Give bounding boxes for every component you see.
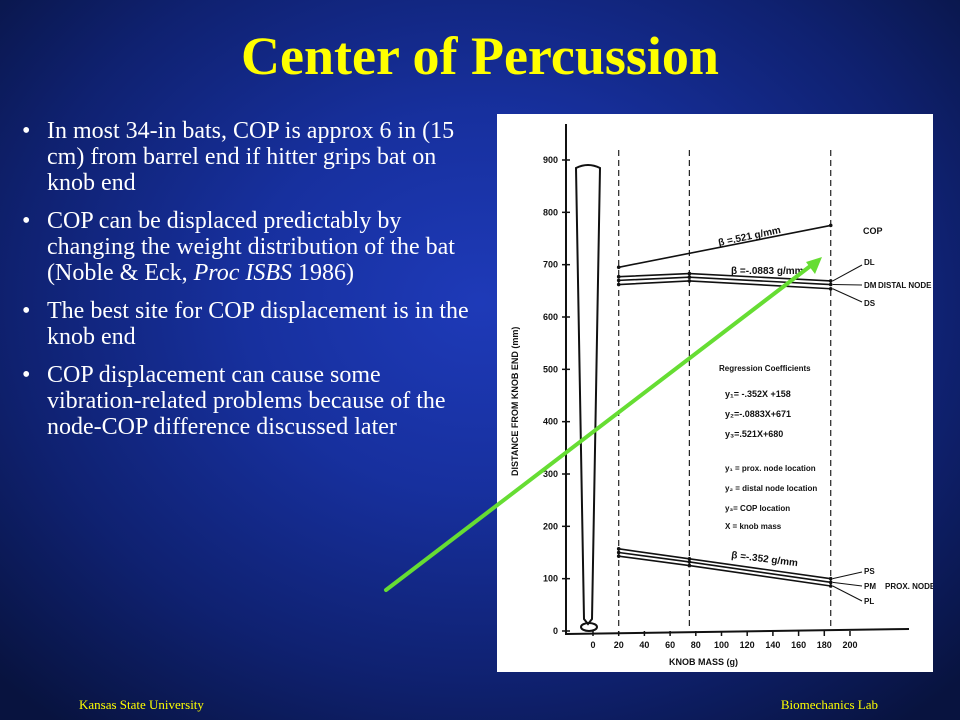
data-point-dm	[687, 275, 692, 280]
y-tick-label: 100	[543, 574, 558, 584]
series-label-dl: DL	[864, 258, 875, 267]
x-tick-label: 180	[817, 640, 832, 650]
x-tick-label: 80	[691, 640, 701, 650]
y-axis-label: DISTANCE FROM KNOB END (mm)	[510, 327, 520, 476]
bullet-list: • In most 34-in bats, COP is approx 6 in …	[0, 118, 475, 452]
bullet-text: COP can be displaced predictably by chan…	[47, 208, 455, 286]
annotation-group: DISTANCE FROM KNOB END (mm) KNOB MASS (g…	[510, 225, 936, 667]
data-point-ps	[616, 547, 621, 551]
x-tick-label: 160	[791, 640, 806, 650]
y-tick-label: 600	[543, 312, 558, 322]
bullet-text: COP displacement can cause some vibratio…	[47, 362, 446, 440]
data-point-pl	[828, 584, 833, 588]
bat-silhouette-icon	[574, 164, 602, 626]
equation-1: y₁= -.352X +158	[725, 389, 791, 399]
definition-4: X = knob mass	[725, 522, 782, 531]
data-point-pl	[687, 563, 692, 568]
bullet-text: The best site for COP displacement is in…	[47, 298, 469, 350]
chart-svg: 0 100 200 300 400 500 600 700 800 900 0 20 40 60 80 100…	[510, 124, 936, 667]
bat-knob-icon	[580, 622, 598, 632]
regression-title: Regression Coefficients	[719, 364, 811, 373]
leader-line	[832, 288, 863, 303]
equation-2: y₂=-.0883X+671	[725, 409, 791, 419]
bullet-dot-icon: •	[22, 362, 31, 388]
definition-3: y₃= COP location	[725, 504, 790, 513]
bullet-item: • In most 34-in bats, COP is approx 6 in …	[0, 118, 475, 196]
series-line-ds	[618, 280, 831, 290]
data-point-pl	[616, 554, 621, 558]
x-axis-line	[565, 628, 910, 635]
data-point-pm	[687, 560, 692, 564]
data-point-ds	[616, 282, 621, 287]
x-tick-label: 100	[714, 640, 729, 650]
data-point-ps	[687, 556, 692, 561]
y-tick-label: 0	[553, 626, 558, 636]
series-label-pl: PL	[864, 597, 874, 606]
citation-journal: Proc ISBS	[193, 260, 293, 286]
series-line-ps	[618, 548, 831, 580]
x-axis-label: KNOB MASS (g)	[669, 657, 738, 667]
series-label-pm: PM	[864, 582, 876, 591]
y-tick-label: 300	[543, 469, 558, 479]
y-tick-label: 500	[543, 364, 558, 374]
series-line-pl	[618, 555, 831, 587]
footer-right: Biomechanics Lab	[780, 697, 878, 712]
data-point-dm	[616, 278, 621, 283]
y-tick-label: 400	[543, 417, 558, 427]
cop-slope-label: β =.521 g/mm	[717, 225, 782, 249]
equation-3: y₃=.521X+680	[725, 429, 783, 439]
data-point-cop	[616, 265, 621, 270]
bullet-dot-icon: •	[22, 298, 31, 324]
bullet-item: • COP can be displaced predictably by cha…	[0, 208, 475, 286]
leader-line	[832, 585, 863, 602]
x-tick-label: 40	[639, 640, 649, 650]
x-tick-label: 0	[590, 640, 595, 650]
definition-2: y₂ = distal node location	[725, 484, 817, 493]
leader-line	[832, 264, 863, 282]
bullet-text: In most 34-in bats, COP is approx 6 in (…	[47, 118, 455, 196]
bullet-text-end: 1986)	[292, 260, 355, 286]
series-line-cop	[618, 224, 831, 269]
x-tick-label: 140	[765, 640, 780, 650]
data-point-pm	[828, 580, 833, 585]
prox-node-label: PROX. NODE	[885, 582, 933, 591]
series-label-dm: DM	[864, 281, 877, 290]
y-tick-label: 700	[543, 260, 558, 270]
data-point-dm	[828, 282, 833, 287]
leader-line	[832, 581, 863, 587]
chart-figure: 0 100 200 300 400 500 600 700 800 900 0 20 40 60 80 100…	[497, 114, 936, 672]
data-point-ps	[828, 576, 833, 581]
footer-left: Kansas State University	[79, 697, 204, 712]
x-tick-label: 60	[665, 640, 675, 650]
data-point-pm	[616, 550, 621, 555]
data-point-ds	[828, 286, 833, 291]
y-tick-label: 800	[543, 207, 558, 217]
y-tick-label: 900	[543, 155, 558, 165]
series-label-ds: DS	[864, 299, 876, 308]
data-point-dl	[828, 279, 833, 283]
y-tick-label: 200	[543, 521, 558, 531]
x-tick-label: 200	[842, 640, 857, 650]
slide-title: Center of Percussion	[241, 26, 719, 86]
bullet-item: • COP displacement can cause some vibrati…	[0, 362, 475, 440]
bullet-dot-icon: •	[22, 208, 31, 234]
series-line-pm	[618, 551, 831, 584]
data-point-dl	[687, 271, 692, 276]
definition-1: y₁ = prox. node location	[725, 464, 816, 473]
bullet-item: • The best site for COP displacement is i…	[0, 298, 475, 350]
series-label-cop: COP	[863, 226, 883, 236]
distal-slope-label: β =-.0883 g/mm	[731, 266, 804, 277]
leader-line	[832, 571, 863, 580]
series-label-ps: PS	[864, 567, 875, 576]
x-tick-label: 120	[740, 640, 755, 650]
x-tick-label: 20	[614, 640, 624, 650]
data-point-dl	[616, 274, 621, 279]
bullet-dot-icon: •	[22, 118, 31, 144]
data-point-cop	[828, 223, 833, 228]
distal-node-label: DISTAL NODE	[878, 281, 932, 290]
data-point-ds	[687, 279, 692, 283]
